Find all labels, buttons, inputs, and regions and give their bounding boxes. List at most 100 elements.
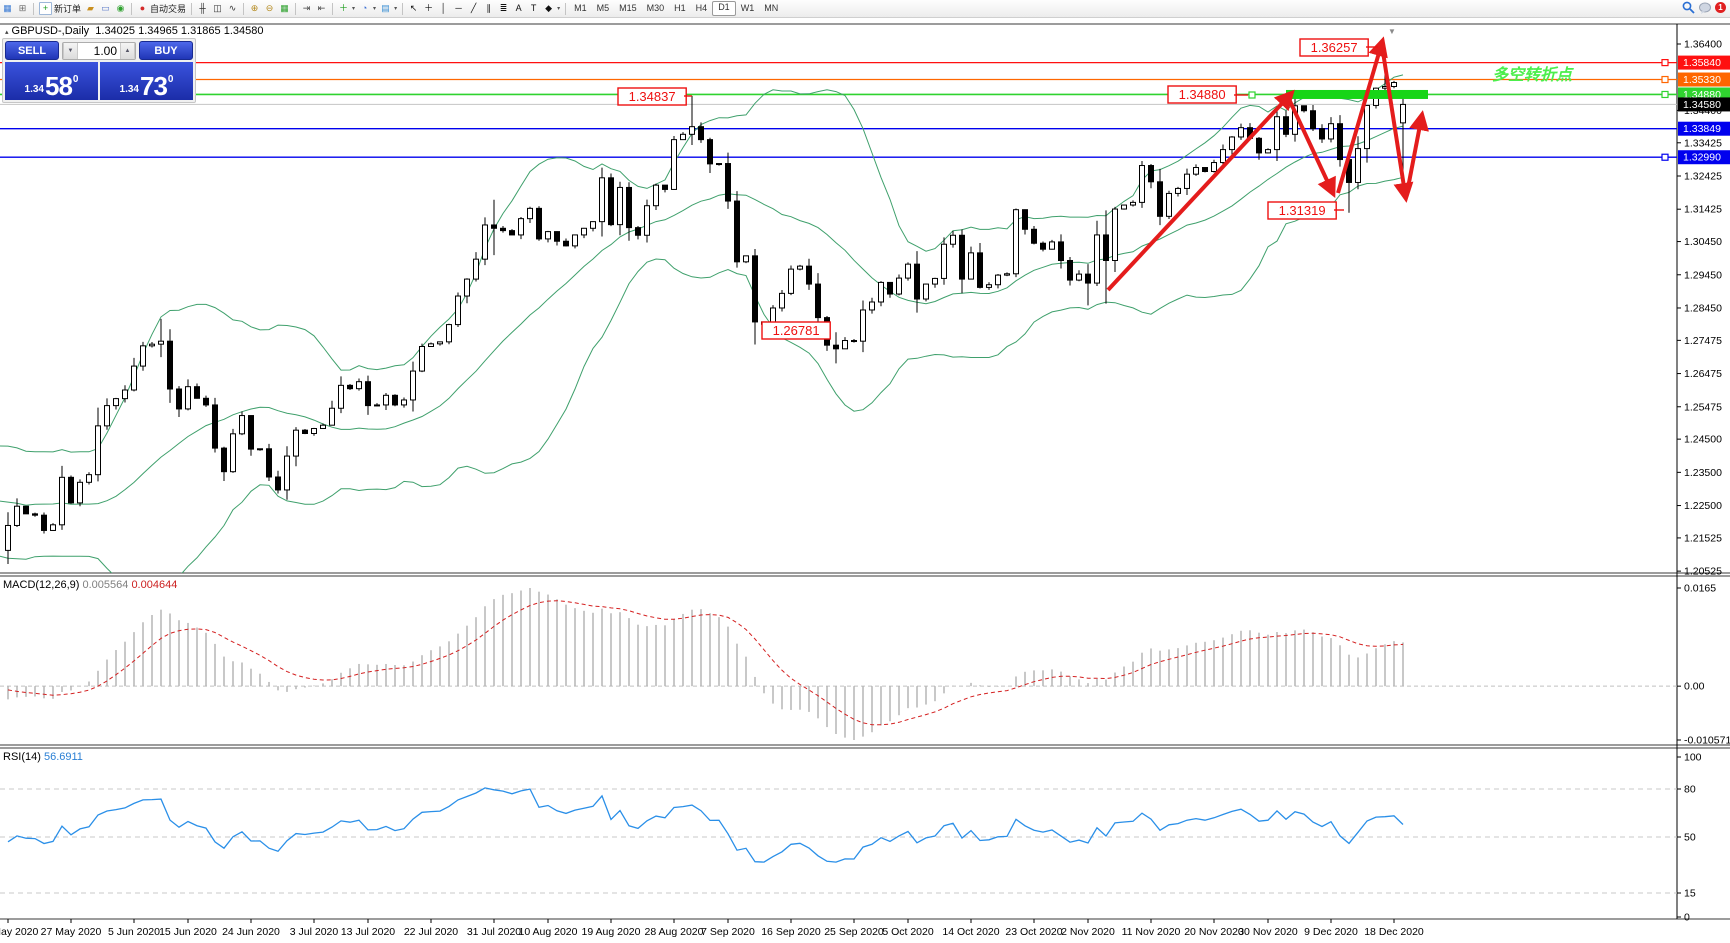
timeframe-button-h4[interactable]: H4 xyxy=(695,3,708,13)
annotations-layer: 1.34837 1.26781 1.34880 1.36257 1.31319 多空转折点 xyxy=(617,38,1574,340)
autotrade-button[interactable]: ● 自动交易 xyxy=(135,1,188,16)
date-tick-label: 7 Sep 2020 xyxy=(701,926,755,938)
new-order-button[interactable]: + 新订单 xyxy=(37,1,83,16)
equidistant-channel-button[interactable]: ∥ xyxy=(481,1,496,16)
timeframe-button-m15[interactable]: M15 xyxy=(619,3,637,13)
chevron-down-icon[interactable]: ▾ xyxy=(557,6,561,12)
template-button[interactable]: ▤ ▾ xyxy=(378,1,399,16)
periods-button[interactable]: ◔ ▾ xyxy=(357,1,378,16)
text-button[interactable]: A xyxy=(511,1,526,16)
timeframe-button-w1[interactable]: W1 xyxy=(740,3,755,13)
chat-icon[interactable] xyxy=(1699,2,1711,14)
terminal-button[interactable]: ▭ xyxy=(98,1,113,16)
candle-chart-button[interactable]: ◫ xyxy=(210,1,225,16)
trend-arrow[interactable] xyxy=(1336,36,1388,194)
price-tick-label: 1.26475 xyxy=(1684,368,1722,380)
vline-button[interactable]: │ xyxy=(436,1,451,16)
add-indicator-button[interactable]: ＋ ▾ xyxy=(336,1,357,16)
date-tick-label: 2 Nov 2020 xyxy=(1061,926,1115,938)
candles-layer xyxy=(5,72,1406,564)
rsi-label: RSI(14) 56.6911 xyxy=(3,751,83,763)
crosshair-button[interactable]: ＋ xyxy=(421,1,436,16)
collapse-arrow-icon[interactable]: ▴ xyxy=(5,29,9,36)
text-icon: A xyxy=(515,3,522,13)
hline-button[interactable]: ─ xyxy=(451,1,466,16)
tile-windows-button[interactable]: ▦ xyxy=(277,1,292,16)
hline-handle[interactable] xyxy=(1661,153,1669,161)
zoom-in-button[interactable]: ⊕ xyxy=(247,1,262,16)
rsi-panel xyxy=(0,787,1677,894)
sell-button[interactable]: SELL xyxy=(5,41,59,60)
toolbar-separator xyxy=(295,2,297,15)
chevron-down-icon[interactable]: ▾ xyxy=(394,6,398,12)
hline-handle[interactable] xyxy=(1661,58,1669,67)
date-tick-label: 11 Nov 2020 xyxy=(1122,926,1181,938)
trend-arrow[interactable] xyxy=(1106,89,1295,292)
cursor-button[interactable]: ↖ xyxy=(406,1,421,16)
trend-arrow[interactable] xyxy=(1405,110,1429,194)
bid-price-box[interactable]: 1.34 58 0 xyxy=(5,62,98,100)
auto-scroll-button[interactable]: ⇥ xyxy=(299,1,314,16)
label-button[interactable]: T xyxy=(526,1,541,16)
zoom-out-button[interactable]: ⊖ xyxy=(262,1,277,16)
arrows-button[interactable]: ◆ ▾ xyxy=(541,1,562,16)
annotation-text: 1.34880 xyxy=(1179,87,1226,102)
annotation-box[interactable] xyxy=(761,321,831,340)
trend-arrow[interactable] xyxy=(1381,51,1414,203)
price-tick-label: 1.30450 xyxy=(1684,236,1722,248)
timeframe-button-m30[interactable]: M30 xyxy=(646,3,665,13)
chart-window-icon: ▦ xyxy=(3,3,12,13)
price-tick-label: 1.24500 xyxy=(1684,434,1722,446)
lot-decrease-button[interactable]: ▼ xyxy=(63,42,78,59)
date-tick-label: 20 Nov 2020 xyxy=(1184,926,1244,938)
price-tick-label: 1.31425 xyxy=(1684,204,1722,216)
timeframe-button-m5[interactable]: M5 xyxy=(596,3,610,13)
trendline-button[interactable]: ╱ xyxy=(466,1,481,16)
chevron-down-icon[interactable]: ▾ xyxy=(373,6,377,12)
support-band[interactable] xyxy=(1286,89,1428,99)
bar-chart-icon: ╫ xyxy=(199,3,206,13)
scroll-marker-icon[interactable]: ▼ xyxy=(1388,27,1396,36)
search-icon[interactable] xyxy=(1682,1,1695,14)
price-axis[interactable]: 1.364001.344001.334251.324251.314251.304… xyxy=(1677,39,1730,578)
fibonacci-button[interactable]: ≣ xyxy=(496,1,511,16)
vline-icon: │ xyxy=(440,3,447,13)
history-book-button[interactable]: ▰ xyxy=(83,1,98,16)
bar-chart-button[interactable]: ╫ xyxy=(195,1,210,16)
chart-shift-icon: ⇤ xyxy=(317,3,326,13)
hline-icon: ─ xyxy=(455,3,462,13)
date-tick-label: 23 Oct 2020 xyxy=(1005,926,1062,938)
date-tick-label: 3 Jul 2020 xyxy=(290,926,339,938)
line-chart-button[interactable]: ∿ xyxy=(225,1,240,16)
timeframe-button-m1[interactable]: M1 xyxy=(574,3,587,13)
lot-stepper: ▼ ▲ xyxy=(62,41,136,60)
turning-point-label[interactable]: 多空转折点 xyxy=(1492,66,1574,84)
new-order-icon: + xyxy=(39,2,52,15)
lot-increase-button[interactable]: ▲ xyxy=(120,42,135,59)
timeframe-button-d1[interactable]: D1 xyxy=(712,1,736,16)
rsi-tick-label: 80 xyxy=(1684,784,1696,796)
timeframe-button-h1[interactable]: H1 xyxy=(674,3,686,13)
chart-window-button[interactable]: ▦ xyxy=(0,1,15,16)
timeframe-button-mn[interactable]: MN xyxy=(764,3,779,13)
price-tick-label: 1.33425 xyxy=(1684,137,1722,149)
lot-size-input[interactable] xyxy=(78,42,120,59)
ask-price-box[interactable]: 1.34 73 0 xyxy=(100,62,193,100)
macd-panel xyxy=(0,588,1677,740)
chevron-down-icon[interactable]: ▾ xyxy=(352,6,356,12)
arrows-icon: ◆ xyxy=(545,3,553,13)
date-tick-label: 28 Aug 2020 xyxy=(645,926,704,938)
market-watch-button[interactable]: ⊞ xyxy=(15,1,30,16)
date-tick-label: 30 Nov 2020 xyxy=(1238,926,1298,938)
toolbar-separator xyxy=(402,2,404,15)
date-tick-label: 27 May 2020 xyxy=(41,926,102,938)
buy-button[interactable]: BUY xyxy=(139,41,193,60)
chart-shift-button[interactable]: ⇤ xyxy=(314,1,329,16)
hline-handle[interactable] xyxy=(1661,75,1669,84)
hline-handle[interactable] xyxy=(1661,90,1669,99)
trend-arrow[interactable] xyxy=(1286,96,1336,199)
signal-button[interactable]: ◉ xyxy=(113,1,128,16)
notification-badge[interactable]: 1 xyxy=(1715,2,1726,13)
